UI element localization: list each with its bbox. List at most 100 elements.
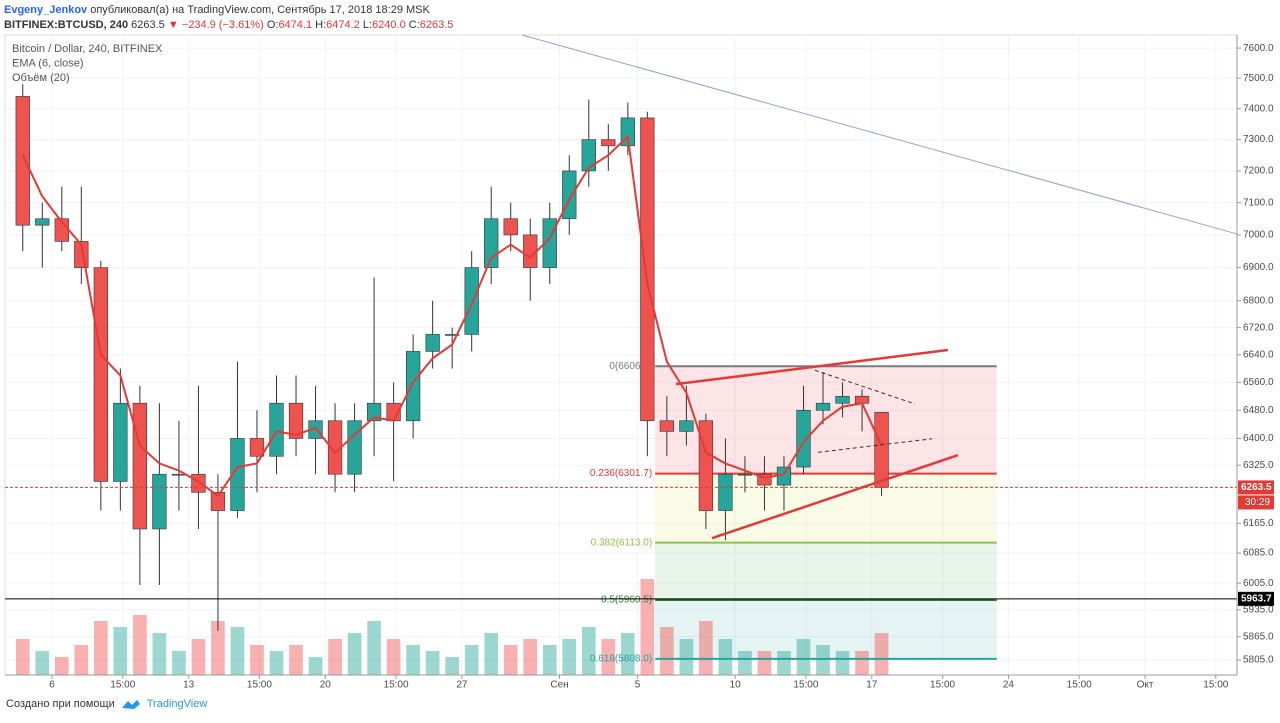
candle-body	[757, 473, 772, 486]
fib-label: 0.618(5808.0)	[590, 654, 652, 665]
volume-bar	[133, 615, 147, 675]
volume-bar	[581, 627, 596, 675]
x-tick-label: Окт	[1137, 680, 1154, 691]
o: 6474.1	[278, 19, 313, 31]
volume-bar	[855, 651, 869, 675]
volume-bar	[835, 651, 850, 675]
price-label-bg	[1238, 480, 1274, 495]
volume-bar	[289, 645, 303, 675]
l: 6240.0	[372, 19, 406, 31]
volume-bar	[94, 621, 108, 675]
y-tick-label: 6325.0	[1243, 460, 1274, 471]
l-label: L:	[362, 19, 373, 31]
y-tick-label: 7400.0	[1243, 103, 1274, 114]
volume-bar	[35, 651, 50, 675]
volume-bar	[328, 639, 342, 675]
x-tick-label: 15:00	[1067, 680, 1092, 691]
header-line: Evgeny_Jenkov опубликовал(а) на TradingV…	[4, 3, 453, 18]
candle-body	[93, 267, 108, 482]
volume-bar	[152, 633, 167, 675]
volume-bar	[503, 645, 518, 675]
x-tick-label: 27	[456, 680, 468, 691]
x-tick-label: Сен	[550, 680, 568, 691]
legend-entry: EMA (6, close)	[12, 57, 84, 69]
candle-body	[562, 170, 577, 220]
fib-label: 0.382(6113.0)	[591, 537, 653, 548]
fib-label: 0(6606.7)	[609, 361, 652, 372]
volume-bar	[445, 657, 459, 675]
trend-line	[711, 454, 959, 540]
y-tick-label: 5865.0	[1243, 631, 1274, 642]
candle-body	[405, 351, 421, 422]
fib-zone	[655, 600, 997, 659]
x-tick-label: 15:00	[384, 680, 409, 691]
volume-bar	[74, 645, 89, 675]
volume-bar	[738, 651, 752, 675]
y-tick-label: 6165.0	[1243, 518, 1274, 529]
candle-body	[249, 438, 265, 457]
x-tick-label: 20	[320, 680, 332, 691]
volume-bar	[230, 627, 245, 675]
y-tick-label: 6400.0	[1243, 433, 1274, 444]
candle-body	[230, 438, 245, 511]
y-tick-label: 6480.0	[1243, 405, 1274, 416]
candle-body	[601, 139, 616, 147]
countdown-bg	[1238, 495, 1274, 510]
candle-body	[737, 473, 753, 476]
candle-body	[445, 334, 460, 336]
y-tick-label: 6720.0	[1243, 322, 1274, 333]
candle-body	[854, 395, 870, 404]
y-tick-label: 7300.0	[1243, 134, 1274, 145]
footer: Создано при помощи TradingView	[6, 698, 207, 710]
volume-bar	[54, 657, 69, 675]
trend-line	[817, 438, 932, 453]
legend-entry: Bitcoin / Dollar, 240, BITFINEX	[12, 43, 163, 55]
volume-bar	[269, 651, 284, 675]
volume-bar	[191, 639, 206, 675]
volume-bar	[679, 639, 694, 675]
volume-bar	[250, 645, 264, 675]
header-line: BITFINEX:BTCUSD, 240 6263.5 ▼ −234.9 (−3…	[4, 18, 453, 33]
candle-body	[152, 473, 167, 530]
volume-bar	[640, 579, 655, 675]
countdown: 30:29	[1245, 497, 1270, 508]
x-tick-label: 17	[866, 680, 878, 691]
footer-brand[interactable]: TradingView	[146, 698, 208, 710]
o-label: O:	[266, 19, 279, 31]
x-tick-label: 10	[730, 680, 742, 691]
volume-bar	[660, 627, 674, 675]
last: 6263.5	[131, 19, 165, 31]
volume-bar	[523, 639, 538, 675]
y-tick-label: 7100.0	[1243, 197, 1274, 208]
candle-body	[288, 402, 304, 439]
candle-body	[425, 334, 440, 352]
h-label: H:	[315, 19, 327, 31]
candle-body	[113, 402, 128, 482]
price-label: 6263.5	[1241, 482, 1272, 493]
candle-body	[581, 139, 596, 172]
candle-body	[191, 473, 206, 493]
candle-body	[874, 411, 889, 488]
x-tick-label: 15:00	[1203, 680, 1228, 691]
footer-text: Создано при помощи	[6, 698, 115, 710]
volume-bar	[386, 639, 401, 675]
user-link[interactable]: Evgeny_Jenkov	[4, 4, 88, 16]
volume-bar	[172, 651, 186, 675]
y-tick-label: 7600.0	[1243, 43, 1274, 54]
candle-body	[698, 420, 714, 511]
x-tick-label: 15:00	[930, 680, 955, 691]
y-tick-label: 5935.0	[1243, 604, 1274, 615]
volume-bar	[347, 633, 362, 675]
c-label: C:	[408, 19, 420, 31]
price-label-bg	[1238, 591, 1274, 606]
h: 6474.2	[326, 19, 360, 31]
y-tick-label: 5805.0	[1243, 655, 1274, 666]
volume-bar	[464, 645, 479, 675]
candle-body	[347, 420, 362, 475]
trend-line	[521, 34, 1238, 235]
candle-body	[640, 117, 655, 422]
fib-label: 0.236(6301.7)	[590, 468, 652, 479]
volume-bar	[621, 633, 635, 675]
candle-body	[269, 402, 284, 457]
candle-body	[15, 96, 30, 226]
